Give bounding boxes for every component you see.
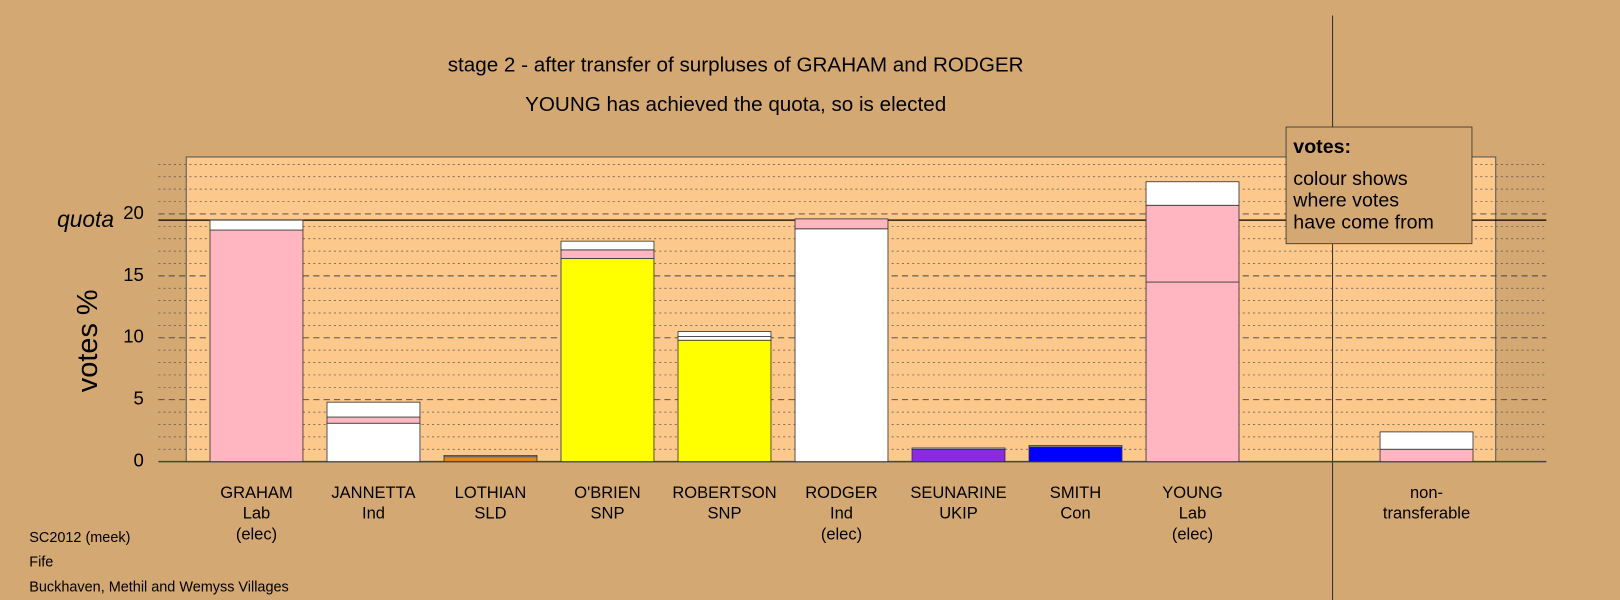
x-tick-label: Lab (243, 504, 271, 523)
bar-segment (443, 455, 538, 458)
bar-segment (1379, 448, 1474, 463)
bar-segment (794, 218, 889, 230)
x-tick-label: SEUNARINE (910, 483, 1006, 502)
bar-segment (1145, 281, 1240, 463)
bar-segment (1028, 446, 1123, 463)
bar-segment (677, 339, 772, 463)
y-tick-label: 15 (123, 264, 144, 285)
legend-text: where votes (1292, 190, 1399, 212)
footer-text: Fife (29, 555, 53, 571)
footer-text: Buckhaven, Methil and Wemyss Villages (29, 579, 288, 595)
x-tick-label: SNP (591, 504, 625, 523)
x-tick-label: GRAHAM (220, 483, 293, 502)
x-tick-label: JANNETTA (331, 483, 415, 502)
x-tick-label: (elec) (236, 524, 277, 543)
bar-segment (560, 258, 655, 463)
x-tick-label: Ind (830, 504, 853, 523)
bar-segment (911, 447, 1006, 450)
bar-segment (326, 401, 421, 418)
footer-text: SC2012 (meek) (29, 530, 130, 546)
x-tick-label: SLD (474, 504, 506, 523)
x-tick-label: UKIP (939, 504, 978, 523)
x-tick-label: non- (1410, 483, 1443, 502)
bar-segment (1145, 181, 1240, 206)
x-tick-label: SMITH (1050, 483, 1101, 502)
bar-segment (209, 229, 304, 463)
bar-segment (911, 448, 1006, 463)
x-tick-label: transferable (1383, 504, 1470, 523)
bar-segment (443, 456, 538, 463)
x-tick-label: ROBERTSON (672, 483, 776, 502)
y-tick-label: 10 (123, 326, 144, 347)
legend-title: votes: (1293, 136, 1351, 158)
bar-segment (794, 228, 889, 463)
quota-label: quota (57, 206, 114, 232)
x-tick-label: YOUNG (1162, 483, 1223, 502)
bar-segment (1145, 204, 1240, 283)
y-axis-label: votes % (72, 289, 104, 392)
bar-segment (326, 422, 421, 463)
x-tick-label: (elec) (1172, 524, 1213, 543)
legend-text: have come from (1293, 211, 1434, 233)
x-tick-label: RODGER (805, 483, 878, 502)
x-tick-label: (elec) (821, 524, 862, 543)
bar-segment (209, 219, 304, 231)
bar-segment (560, 249, 655, 259)
x-tick-label: O'BRIEN (574, 483, 640, 502)
bar-segment (1028, 445, 1123, 448)
x-tick-label: SNP (708, 504, 742, 523)
bar-segment (1379, 431, 1474, 450)
legend-box (1285, 126, 1473, 245)
bar-segment (560, 240, 655, 251)
x-tick-label: Ind (362, 504, 385, 523)
chart-title: stage 2 - after transfer of surpluses of… (448, 54, 1024, 77)
x-tick-label: Lab (1179, 504, 1207, 523)
bar-segment (677, 331, 772, 337)
y-tick-label: 0 (134, 450, 144, 471)
legend-text: colour shows (1293, 168, 1408, 190)
y-tick-label: 5 (134, 388, 144, 409)
chart-subtitle: YOUNG has achieved the quota, so is elec… (525, 93, 946, 116)
bar-segment (326, 416, 421, 424)
x-tick-label: LOTHIAN (455, 483, 527, 502)
bar-segment (677, 336, 772, 341)
y-tick-label: 20 (123, 202, 144, 223)
x-tick-label: Con (1060, 504, 1090, 523)
